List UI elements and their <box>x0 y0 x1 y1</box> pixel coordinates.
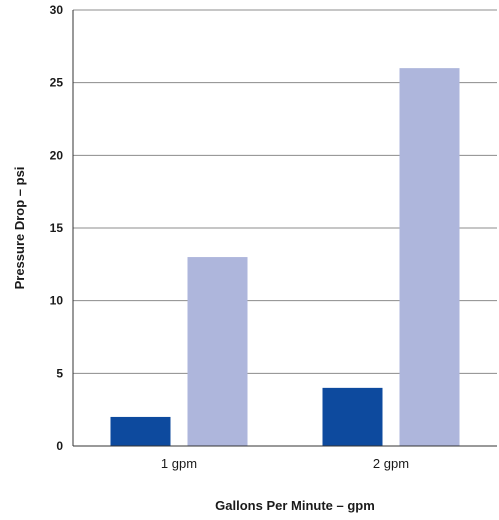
x-axis-title: Gallons Per Minute – gpm <box>215 498 375 513</box>
bar-series1-2 <box>322 387 383 446</box>
y-tick-label: 25 <box>50 76 64 90</box>
y-tick-label: 10 <box>50 294 64 308</box>
bar-series2-1 <box>187 257 248 446</box>
y-axis-title: Pressure Drop – psi <box>12 167 27 290</box>
bar-series2-2 <box>399 68 460 446</box>
y-tick-label: 15 <box>50 221 64 235</box>
y-tick-label: 30 <box>50 3 64 17</box>
x-category-label: 2 gpm <box>373 456 409 471</box>
y-tick-label: 20 <box>50 148 64 162</box>
y-tick-label: 0 <box>56 439 63 453</box>
bar-series1-1 <box>110 416 171 446</box>
y-tick-label: 5 <box>56 366 63 380</box>
bars <box>110 68 460 446</box>
y-tick-labels: 0 5 10 15 20 25 30 <box>50 3 64 453</box>
x-category-label: 1 gpm <box>161 456 197 471</box>
x-category-labels: 1 gpm 2 gpm <box>161 456 409 471</box>
